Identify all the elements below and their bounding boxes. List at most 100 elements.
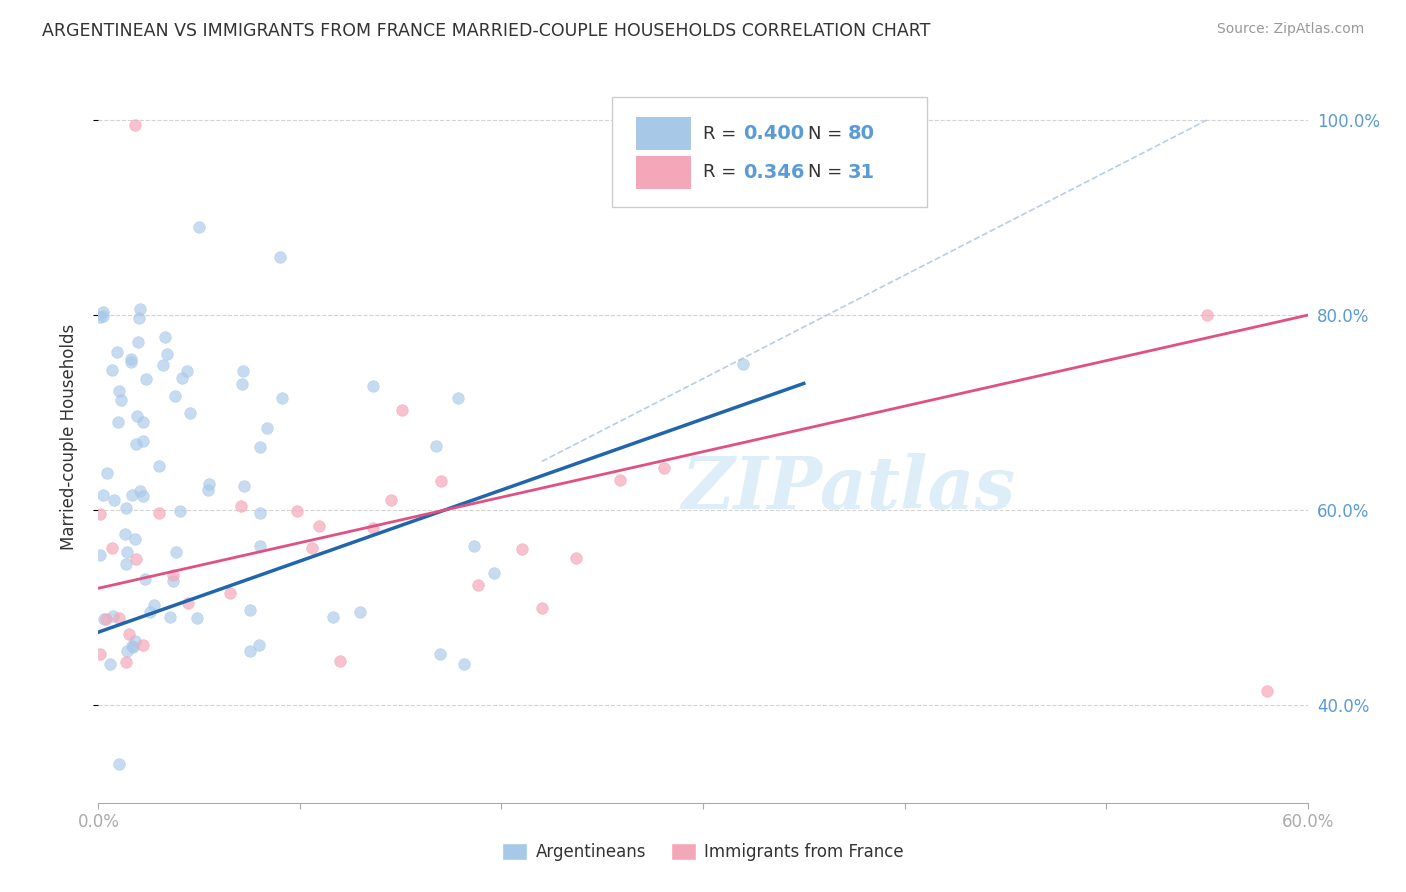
Point bbox=[93, 612, 115, 626]
Point bbox=[89, 310, 111, 325]
Point bbox=[110, 393, 132, 408]
Point bbox=[219, 586, 242, 600]
Point bbox=[308, 518, 330, 533]
Point bbox=[89, 647, 111, 661]
Point bbox=[105, 344, 128, 359]
Point bbox=[91, 488, 114, 502]
Point bbox=[467, 578, 489, 592]
Point bbox=[510, 542, 533, 557]
Point bbox=[124, 532, 146, 546]
Point bbox=[176, 364, 198, 378]
Point bbox=[122, 640, 145, 654]
Point bbox=[231, 377, 253, 392]
Point bbox=[108, 384, 131, 399]
Point bbox=[124, 633, 146, 648]
Point bbox=[89, 548, 111, 562]
Point bbox=[1195, 308, 1218, 322]
Text: R =: R = bbox=[703, 163, 742, 181]
Text: N =: N = bbox=[808, 125, 848, 143]
Point bbox=[155, 330, 177, 344]
Text: ARGENTINEAN VS IMMIGRANTS FROM FRANCE MARRIED-COUPLE HOUSEHOLDS CORRELATION CHAR: ARGENTINEAN VS IMMIGRANTS FROM FRANCE MA… bbox=[42, 22, 931, 40]
Point bbox=[229, 500, 252, 514]
Text: Source: ZipAtlas.com: Source: ZipAtlas.com bbox=[1216, 22, 1364, 37]
Point bbox=[482, 566, 505, 580]
Point bbox=[256, 421, 278, 435]
Point bbox=[179, 406, 201, 420]
Point bbox=[232, 364, 254, 378]
Point bbox=[142, 598, 165, 612]
Point bbox=[125, 552, 148, 566]
Point bbox=[121, 488, 143, 502]
Point bbox=[249, 539, 271, 553]
Point bbox=[172, 371, 194, 385]
Point bbox=[91, 305, 114, 319]
Point bbox=[285, 504, 308, 518]
Point bbox=[249, 506, 271, 520]
Point bbox=[239, 644, 262, 658]
Point bbox=[132, 434, 155, 448]
Point bbox=[115, 644, 138, 658]
Point bbox=[1256, 683, 1278, 698]
Point bbox=[103, 493, 125, 508]
FancyBboxPatch shape bbox=[613, 97, 927, 207]
Point bbox=[115, 557, 138, 571]
Point bbox=[115, 655, 138, 669]
Text: 0.400: 0.400 bbox=[742, 124, 804, 143]
Y-axis label: Married-couple Households: Married-couple Households bbox=[59, 324, 77, 550]
Point bbox=[107, 415, 129, 429]
Point bbox=[101, 608, 124, 623]
Point bbox=[152, 358, 174, 372]
Point bbox=[107, 756, 129, 771]
Point bbox=[129, 301, 152, 316]
Point bbox=[380, 493, 402, 508]
Point bbox=[148, 506, 170, 520]
Point bbox=[94, 611, 117, 625]
Point bbox=[429, 648, 451, 662]
Point bbox=[197, 483, 219, 497]
Point bbox=[177, 596, 200, 610]
Point bbox=[101, 362, 124, 376]
Point bbox=[239, 603, 262, 617]
Point bbox=[247, 638, 270, 652]
Point bbox=[361, 379, 384, 393]
Point bbox=[162, 567, 184, 582]
Point bbox=[463, 540, 485, 554]
Point bbox=[134, 572, 156, 586]
Text: ZIPatlas: ZIPatlas bbox=[681, 453, 1015, 524]
FancyBboxPatch shape bbox=[637, 156, 690, 189]
Point bbox=[132, 489, 155, 503]
Legend: Argentineans, Immigrants from France: Argentineans, Immigrants from France bbox=[495, 836, 911, 868]
Point bbox=[322, 609, 344, 624]
Point bbox=[135, 372, 157, 386]
Point bbox=[115, 500, 138, 515]
Point bbox=[425, 439, 447, 453]
Point bbox=[169, 503, 191, 517]
Point bbox=[391, 402, 413, 417]
Point bbox=[96, 466, 118, 480]
Point bbox=[139, 605, 162, 619]
Point bbox=[100, 657, 122, 671]
Point bbox=[132, 638, 155, 652]
Point bbox=[117, 545, 139, 559]
Point bbox=[271, 392, 294, 406]
Point bbox=[565, 550, 588, 565]
Point bbox=[447, 392, 470, 406]
Point bbox=[652, 461, 675, 475]
Point bbox=[269, 250, 291, 264]
Point bbox=[129, 484, 152, 499]
Point bbox=[101, 541, 124, 556]
Point bbox=[165, 545, 187, 559]
Point bbox=[114, 527, 136, 541]
Point bbox=[186, 610, 208, 624]
Point bbox=[125, 409, 148, 424]
Point bbox=[159, 610, 181, 624]
Point bbox=[733, 357, 755, 371]
Point bbox=[609, 473, 631, 487]
Point bbox=[301, 541, 323, 556]
Point bbox=[232, 479, 254, 493]
Point bbox=[453, 657, 475, 671]
Point bbox=[124, 118, 146, 132]
Point bbox=[249, 440, 271, 454]
FancyBboxPatch shape bbox=[637, 117, 690, 150]
Text: N =: N = bbox=[808, 163, 848, 181]
